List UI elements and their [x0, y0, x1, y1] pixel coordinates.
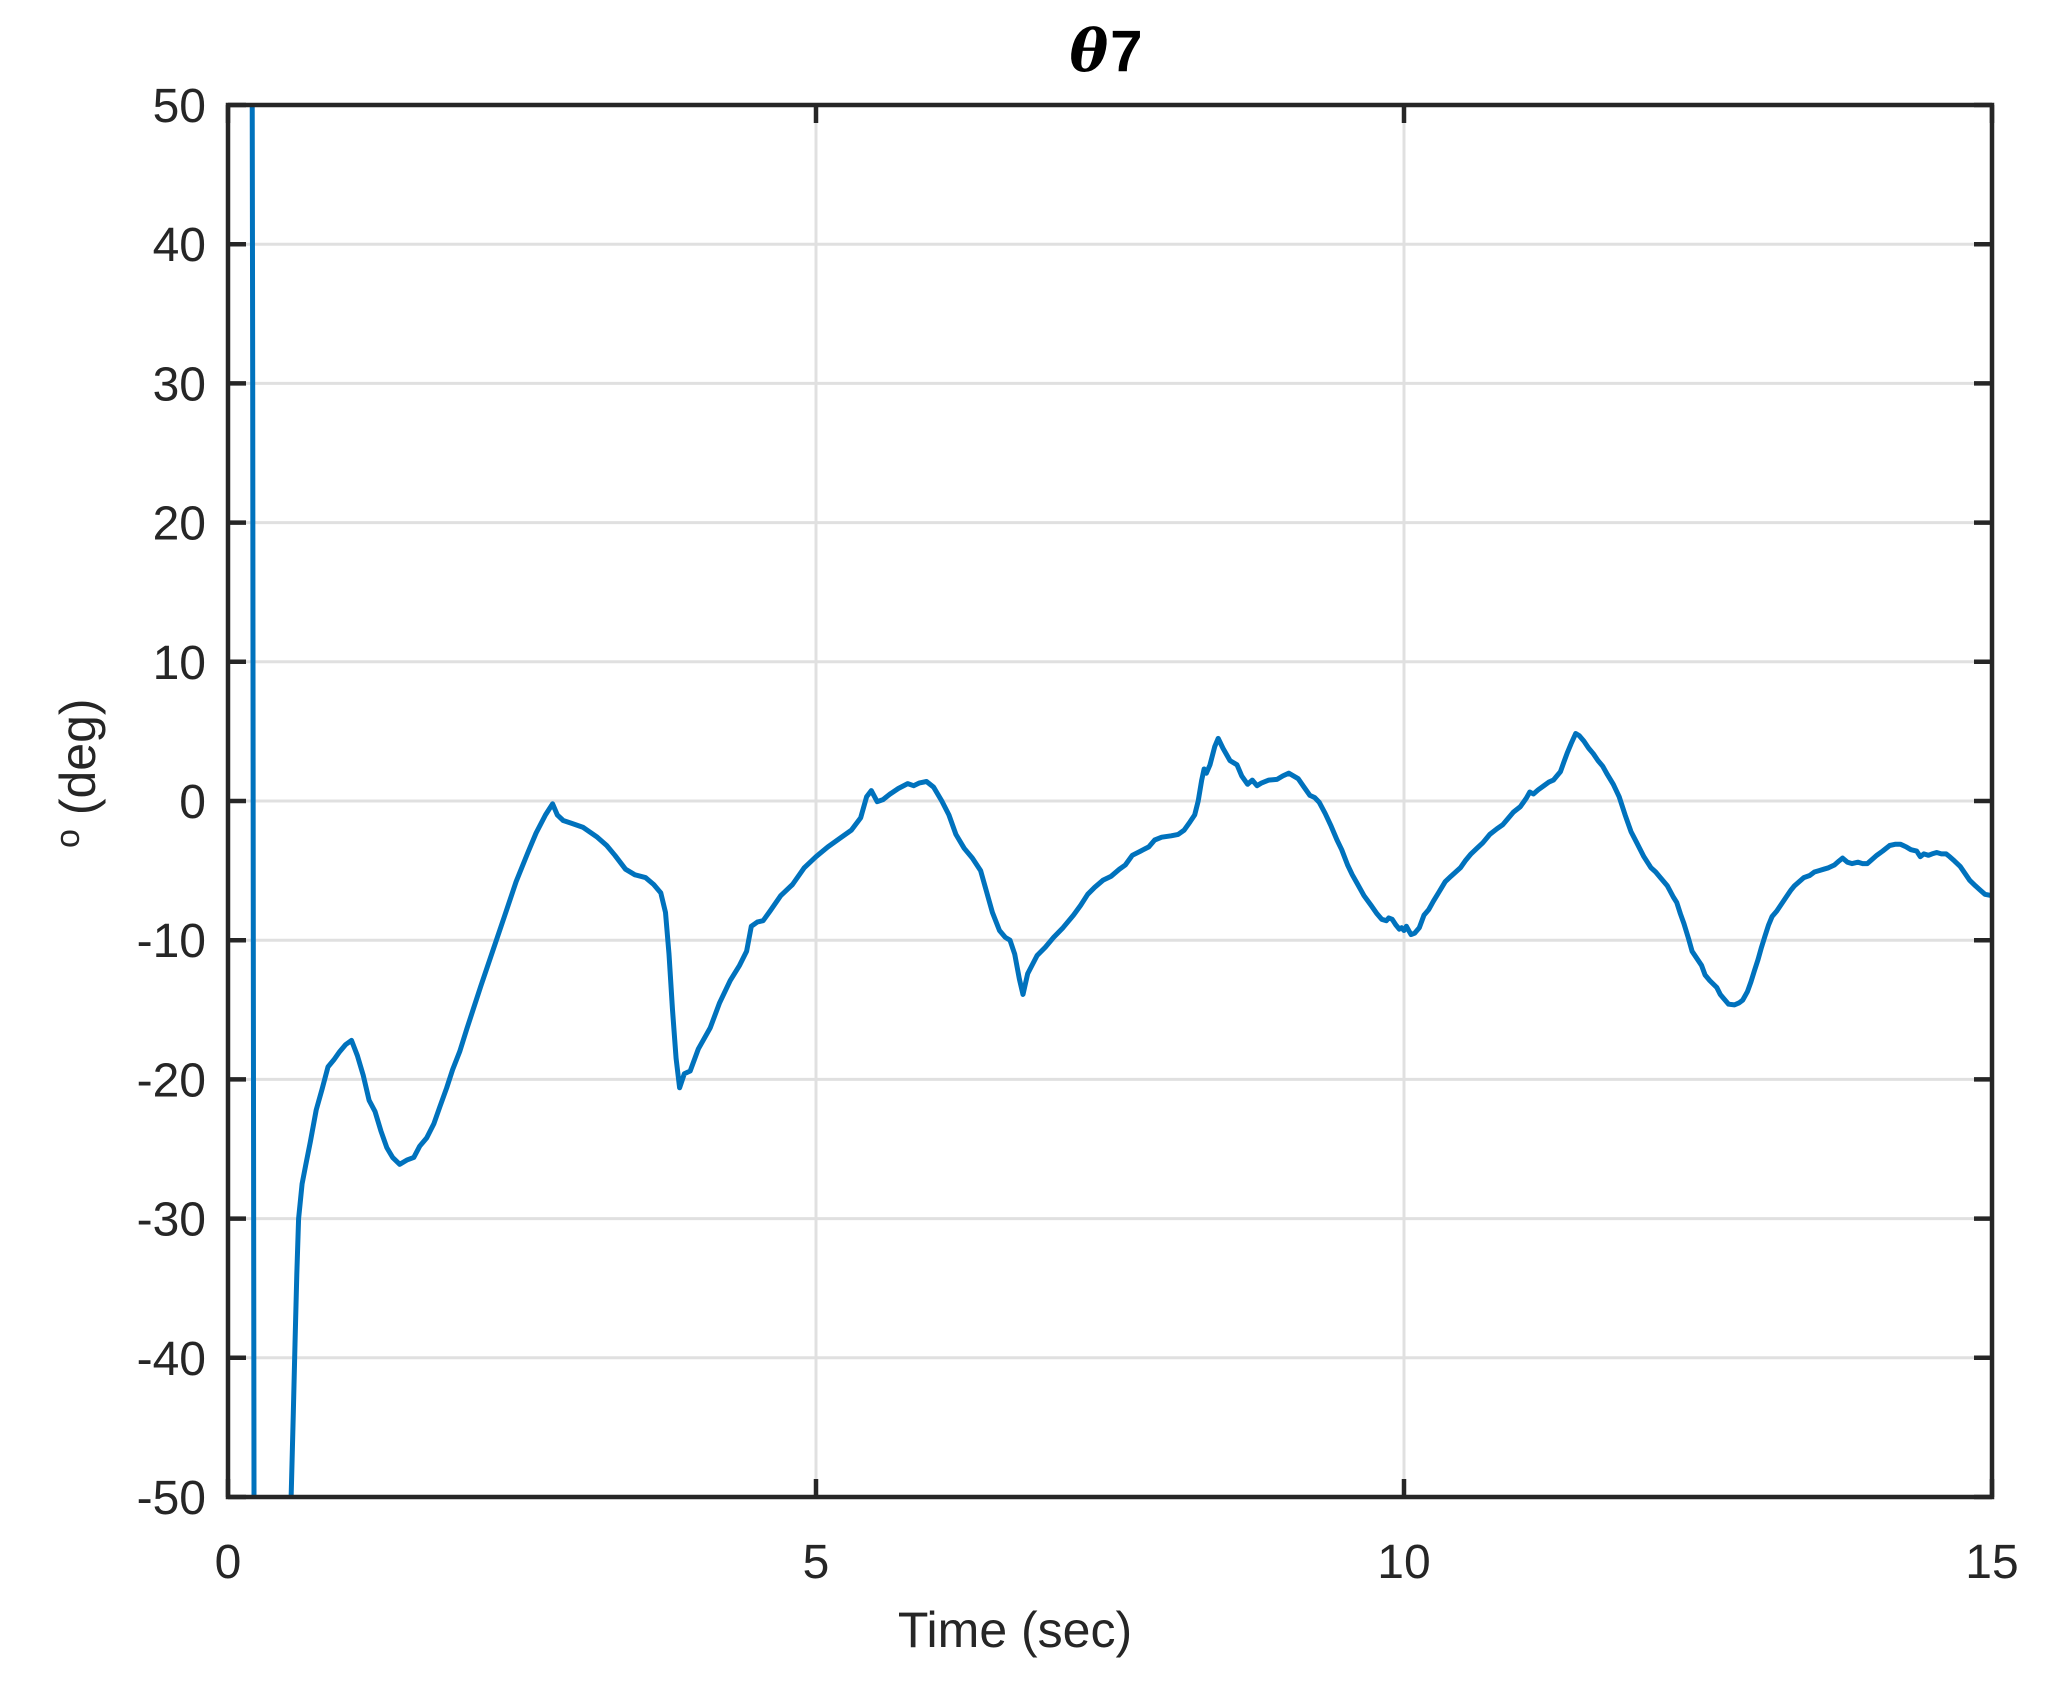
y-tick-label: 40: [153, 219, 206, 272]
y-axis-label-unit: (deg): [50, 698, 106, 830]
y-tick-label: 50: [153, 80, 206, 133]
y-tick-label: -20: [137, 1054, 206, 1107]
x-tick-label: 0: [215, 1536, 242, 1589]
x-tick-label: 10: [1377, 1536, 1430, 1589]
y-tick-label: 10: [153, 637, 206, 690]
y-axis-label-degree-superscript: o: [49, 829, 87, 848]
chart-title-theta-symbol: θ: [1069, 17, 1109, 85]
y-tick-label: -50: [137, 1472, 206, 1525]
y-tick-label: 30: [153, 358, 206, 411]
x-axis-label: Time (sec): [897, 1602, 1133, 1658]
y-tick-label: 20: [153, 498, 206, 551]
series-line: [249, 105, 1992, 1497]
x-tick-label: 15: [1965, 1536, 2018, 1589]
chart-title: θ7: [1070, 22, 1143, 81]
y-tick-label: -40: [137, 1333, 206, 1386]
chart-title-number: 7: [1110, 19, 1143, 84]
y-tick-label: -10: [137, 915, 206, 968]
y-tick-label: -30: [137, 1194, 206, 1247]
y-axis-label: o (deg): [3, 698, 153, 903]
y-tick-label: 0: [179, 776, 206, 829]
x-tick-label: 5: [803, 1536, 830, 1589]
